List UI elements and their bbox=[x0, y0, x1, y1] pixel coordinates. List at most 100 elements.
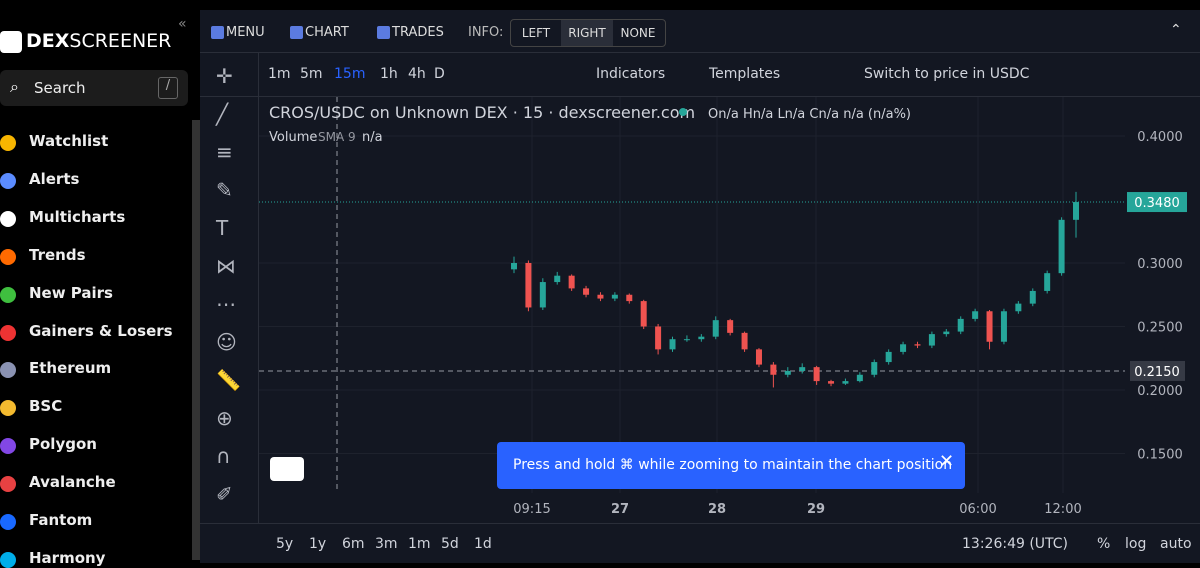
sidebar-icon bbox=[0, 551, 16, 568]
tool[interactable]: T bbox=[216, 216, 229, 240]
interval[interactable]: 1m bbox=[268, 66, 291, 82]
indicators[interactable]: Indicators bbox=[596, 66, 666, 82]
toast-text: Press and hold ⌘ while zooming to mainta… bbox=[513, 457, 953, 473]
candle-body bbox=[770, 364, 777, 375]
crosshair-tag bbox=[1130, 360, 1185, 381]
candle-body bbox=[900, 344, 907, 352]
sidebar-icon bbox=[0, 286, 16, 303]
sidebar-item[interactable]: Watchlist bbox=[29, 132, 109, 150]
toggle-label[interactable]: MENU bbox=[226, 25, 265, 40]
range[interactable]: 6m bbox=[342, 536, 365, 552]
tool[interactable]: ✐ bbox=[216, 482, 233, 506]
interval[interactable]: 4h bbox=[408, 66, 426, 82]
axis-option[interactable]: % bbox=[1097, 536, 1111, 552]
toast: Press and hold ⌘ while zooming to mainta… bbox=[497, 442, 965, 489]
legend-sma-value: n/a bbox=[362, 130, 383, 145]
switch-price[interactable]: Switch to price in USDC bbox=[864, 66, 1030, 82]
sidebar-icon bbox=[0, 476, 16, 493]
sidebar-item[interactable]: Avalanche bbox=[29, 473, 116, 492]
range[interactable]: 5d bbox=[441, 536, 459, 552]
search-box[interactable]: ⌕ Search / bbox=[0, 70, 188, 106]
sidebar-icon bbox=[0, 514, 16, 530]
toast-close[interactable]: ✕ bbox=[939, 451, 955, 472]
candle-body bbox=[1015, 303, 1022, 312]
info-option[interactable]: LEFT bbox=[521, 26, 551, 40]
info-group bbox=[510, 19, 666, 47]
toggle-label[interactable]: TRADES bbox=[392, 25, 444, 40]
range[interactable]: 1d bbox=[474, 536, 492, 552]
interval[interactable]: 15m bbox=[334, 66, 366, 82]
candle-body bbox=[698, 336, 705, 340]
range[interactable]: 5y bbox=[276, 536, 294, 552]
search-icon: ⌕ bbox=[10, 77, 19, 96]
sidebar-icon bbox=[0, 362, 16, 379]
legend-ohlc: On/a Hn/a Ln/a Cn/a n/a (n/a%) bbox=[708, 107, 911, 122]
candle-body bbox=[683, 339, 690, 341]
checkbox[interactable] bbox=[377, 26, 390, 39]
sidebar-item[interactable]: Alerts bbox=[29, 169, 80, 188]
chart: 0.4000 0.3000 0.2500 0.2000 0.1500 09:15 27 28 2… bbox=[259, 97, 1187, 517]
sidebar-item[interactable]: Multicharts bbox=[29, 207, 126, 226]
tool[interactable]: ✛ bbox=[216, 64, 233, 88]
tool[interactable]: ⋯ bbox=[216, 292, 236, 316]
info-option[interactable]: NONE bbox=[620, 26, 656, 40]
tool[interactable]: ⋈ bbox=[216, 254, 236, 278]
tool[interactable]: 📏 bbox=[216, 368, 241, 392]
interval[interactable]: 1h bbox=[380, 66, 398, 82]
last-price-label: 0.3480 bbox=[1134, 196, 1180, 211]
candle-body bbox=[626, 294, 633, 302]
sidebar-item[interactable]: New Pairs bbox=[29, 283, 113, 302]
candle-body bbox=[842, 381, 849, 384]
collapse[interactable]: « bbox=[178, 16, 187, 32]
sidebar-item[interactable]: Ethereum bbox=[29, 359, 112, 378]
interval[interactable]: 5m bbox=[300, 66, 323, 82]
sidebar-item[interactable]: Harmony bbox=[29, 548, 106, 567]
axis-option[interactable]: auto bbox=[1160, 536, 1192, 552]
tool[interactable]: ✎ bbox=[216, 178, 233, 202]
chart-bg bbox=[259, 97, 1125, 493]
range[interactable]: 3m bbox=[375, 536, 398, 552]
range[interactable]: 1y bbox=[309, 536, 327, 552]
candle-body bbox=[784, 370, 791, 375]
candle-body bbox=[928, 334, 935, 346]
tool[interactable]: ⊕ bbox=[216, 406, 233, 430]
interval[interactable]: D bbox=[434, 66, 445, 82]
x-tick-label: 27 bbox=[611, 502, 629, 517]
candle-body bbox=[583, 288, 590, 295]
candle-body bbox=[799, 367, 806, 371]
tool[interactable]: ∩ bbox=[216, 444, 231, 468]
sidebar-item[interactable]: Polygon bbox=[29, 435, 97, 454]
tool[interactable]: ≡ bbox=[216, 140, 233, 164]
sidebar-item[interactable]: Fantom bbox=[29, 511, 93, 529]
templates[interactable]: Templates bbox=[709, 66, 781, 82]
divider bbox=[200, 523, 1200, 524]
candle-body bbox=[1044, 273, 1051, 291]
candle-body bbox=[597, 294, 604, 299]
candle-body bbox=[1000, 311, 1007, 342]
axis-option[interactable]: log bbox=[1125, 536, 1147, 552]
candle-body bbox=[972, 311, 979, 319]
scrollbar bbox=[192, 120, 200, 560]
tool[interactable]: ☺ bbox=[216, 330, 237, 354]
sidebar-item[interactable]: Trends bbox=[29, 245, 86, 264]
sidebar-item[interactable]: Gainers & Losers bbox=[29, 321, 173, 340]
candle-body bbox=[856, 374, 863, 382]
divider bbox=[200, 96, 1200, 97]
x-tick-label: 29 bbox=[807, 502, 825, 517]
toggle-label[interactable]: CHART bbox=[305, 25, 349, 40]
checkbox[interactable] bbox=[211, 26, 224, 39]
range[interactable]: 1m bbox=[408, 536, 431, 552]
legend-sma: SMA 9 bbox=[318, 130, 356, 144]
checkbox[interactable] bbox=[290, 26, 303, 39]
divider bbox=[258, 53, 259, 523]
tool[interactable]: ╱ bbox=[216, 102, 229, 126]
info-option[interactable]: RIGHT bbox=[561, 20, 613, 46]
sidebar: DEXSCREENER « ⌕ Search / bbox=[0, 0, 200, 563]
logo-icon bbox=[0, 30, 22, 53]
sidebar-item[interactable]: BSC bbox=[29, 397, 63, 416]
collapse-top[interactable]: ⌃ bbox=[1170, 22, 1182, 38]
x-tick-label: 28 bbox=[708, 502, 726, 517]
candle-body bbox=[1029, 290, 1036, 304]
legend-title: CROS/USDC on Unknown DEX · 15 · dexscree… bbox=[269, 103, 695, 122]
search-label: Search bbox=[34, 79, 86, 97]
